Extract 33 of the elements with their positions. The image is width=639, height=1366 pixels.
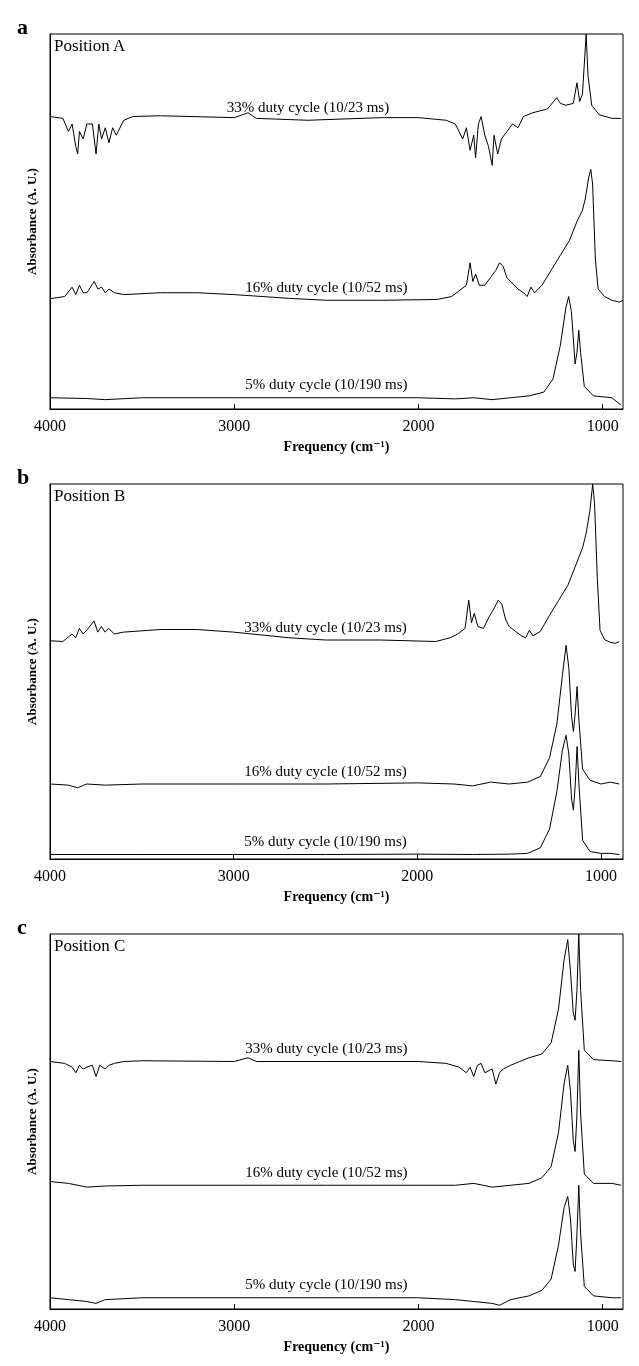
series-label: 5% duty cycle (10/190 ms) [245, 376, 408, 394]
annotation: Position B [54, 486, 126, 505]
series-label: 16% duty cycle (10/52 ms) [245, 1163, 408, 1181]
x-tick-label: 2000 [401, 866, 434, 884]
x-axis-title: Frequency (cm⁻¹) [283, 1338, 390, 1355]
x-tick-label: 3000 [217, 866, 250, 884]
x-tick-label: 2000 [402, 416, 435, 434]
x-tick-label: 1000 [586, 416, 619, 434]
y-axis-title: Absorbance (A. U.) [24, 1068, 39, 1175]
chart-title: c [17, 913, 27, 939]
annotation: Position A [54, 36, 127, 55]
x-tick-label: 2000 [402, 1316, 435, 1334]
x-tick-label: 1000 [586, 1316, 619, 1334]
x-tick-label: 1000 [584, 866, 617, 884]
y-axis-title: Absorbance (A. U.) [24, 168, 39, 275]
x-axis-title: Frequency (cm⁻¹) [283, 888, 390, 905]
x-axis-title: Frequency (cm⁻¹) [283, 438, 390, 455]
x-tick-label: 4000 [34, 866, 66, 884]
annotation: Position C [54, 936, 126, 955]
x-tick-label: 4000 [34, 416, 66, 434]
x-tick-label: 3000 [218, 1316, 251, 1334]
series-label: 16% duty cycle (10/52 ms) [244, 762, 407, 780]
series-label: 33% duty cycle (10/23 ms) [245, 1040, 408, 1057]
series-label: 16% duty cycle (10/52 ms) [245, 278, 408, 296]
chart-title: a [17, 13, 28, 39]
series-label: 5% duty cycle (10/190 ms) [244, 833, 407, 850]
x-tick-label: 4000 [34, 1316, 66, 1334]
x-tick-label: 3000 [218, 416, 251, 434]
series-label: 5% duty cycle (10/190 ms) [245, 1276, 408, 1294]
series-label: 33% duty cycle (10/23 ms) [244, 618, 407, 636]
chart-title: b [17, 463, 30, 489]
y-axis-title: Absorbance (A. U.) [24, 618, 39, 725]
series-label: 33% duty cycle (10/23 ms) [226, 98, 390, 116]
